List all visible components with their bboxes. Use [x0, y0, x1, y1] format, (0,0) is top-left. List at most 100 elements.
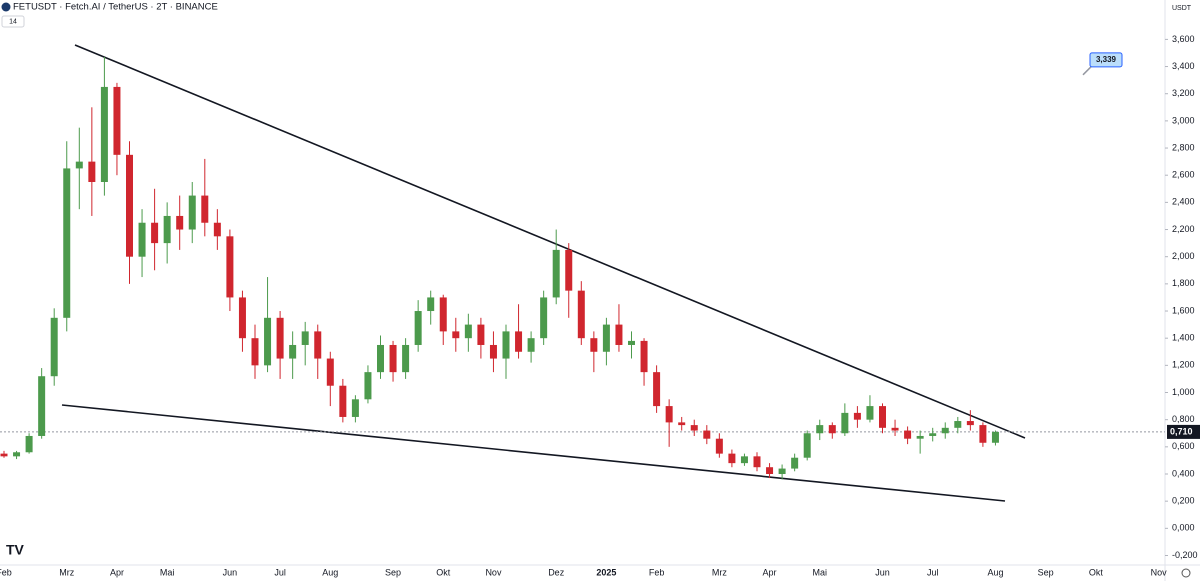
candle-body [126, 154, 133, 257]
y-tick-label: 3,000 [1172, 115, 1195, 125]
candle-body [690, 425, 698, 431]
candle-body [38, 376, 46, 436]
y-tick-label: 1,600 [1172, 305, 1195, 315]
candle-body [540, 297, 548, 339]
price-note-label: 3,339 [1096, 55, 1117, 64]
y-tick-label: 0,400 [1172, 468, 1195, 478]
candle-body [88, 161, 96, 182]
candle-body [464, 324, 472, 339]
x-tick-label: Jul [927, 567, 939, 577]
candle-body [929, 433, 937, 436]
y-tick-label: 1,800 [1172, 278, 1195, 288]
candle-body [879, 406, 886, 428]
y-tick-label: -0,200 [1172, 550, 1198, 560]
y-tick-label: 0,200 [1172, 496, 1195, 506]
candle-body [916, 435, 924, 439]
candle-body [402, 344, 410, 373]
settings-icon[interactable] [1181, 568, 1191, 578]
x-tick-label: 2025 [596, 567, 616, 577]
candle-body [377, 344, 384, 373]
candle-body [740, 456, 748, 464]
candle-body [113, 86, 121, 155]
x-tick-label: Sep [385, 567, 401, 577]
price-note-pointer [1082, 65, 1093, 76]
candle-body [628, 340, 635, 345]
candle-body [213, 222, 221, 237]
candle-body [251, 338, 259, 366]
indicator-badge[interactable] [1, 15, 25, 28]
currency-label: USDT [1172, 5, 1192, 12]
symbol-icon [1, 2, 11, 12]
candle-body [427, 297, 435, 312]
candle-body [489, 344, 497, 359]
candle-body [515, 331, 523, 352]
tv-logo: TV [6, 542, 25, 558]
y-tick-label: 2,200 [1172, 224, 1195, 234]
candle-body [678, 422, 686, 426]
candle-body [753, 456, 761, 468]
candle-body [640, 340, 648, 373]
candle-body [791, 457, 799, 469]
candle-body [439, 297, 447, 332]
x-tick-label: Apr [763, 567, 777, 577]
candle-body [477, 324, 485, 345]
candle-body [941, 427, 949, 434]
lower-trendline [61, 404, 1006, 502]
x-tick-label: Jun [223, 567, 238, 577]
y-tick-label: 3,200 [1172, 88, 1195, 98]
candle-body [188, 195, 196, 230]
x-tick-label: Nov [485, 567, 502, 577]
candle-body [364, 372, 372, 400]
candle-body [75, 161, 83, 169]
candle-body [226, 236, 234, 298]
candle-body [778, 468, 786, 475]
candle-body [853, 412, 861, 420]
y-tick-label: 2,800 [1172, 142, 1195, 152]
x-tick-label: Aug [322, 567, 338, 577]
y-tick-label: 1,200 [1172, 360, 1195, 370]
y-tick-label: 2,600 [1172, 170, 1195, 180]
candle-body [703, 430, 711, 439]
y-tick-label: 0,000 [1172, 523, 1195, 533]
candle-body [602, 324, 610, 352]
x-tick-label: Sep [1038, 567, 1054, 577]
candle-body [25, 435, 33, 453]
x-tick-label: Mai [812, 567, 827, 577]
candle-body [816, 425, 824, 434]
candle-body [289, 344, 297, 359]
candle-body [163, 215, 171, 244]
candle-body [326, 358, 334, 386]
candle-body [264, 317, 272, 366]
candle-body [138, 222, 146, 257]
indicator-badge-text: 14 [9, 18, 17, 25]
candle-body [715, 438, 723, 454]
candle-body [891, 427, 899, 431]
candle-body [151, 222, 159, 244]
candle-body [653, 372, 661, 407]
candle-body [351, 399, 359, 417]
candle-body [176, 215, 184, 230]
x-tick-label: Jul [274, 567, 286, 577]
candle-body [991, 431, 999, 443]
candle-body [50, 317, 58, 377]
candle-body [502, 331, 510, 359]
candle-body [866, 406, 874, 420]
candle-body [276, 317, 284, 359]
x-tick-label: Mai [160, 567, 175, 577]
candle-body [665, 406, 673, 423]
candle-body [766, 467, 774, 475]
candle-body [828, 425, 836, 434]
candle-body [841, 412, 849, 434]
candle-body [803, 433, 811, 458]
candle-body [301, 331, 309, 345]
x-tick-label: Okt [436, 567, 451, 577]
candle-body [201, 195, 209, 223]
candle-body [100, 86, 108, 182]
candle-body [452, 331, 460, 339]
last-price-box [1167, 424, 1200, 439]
candle-body [63, 168, 71, 318]
y-tick-label: 1,000 [1172, 387, 1195, 397]
candle-body [728, 453, 736, 464]
